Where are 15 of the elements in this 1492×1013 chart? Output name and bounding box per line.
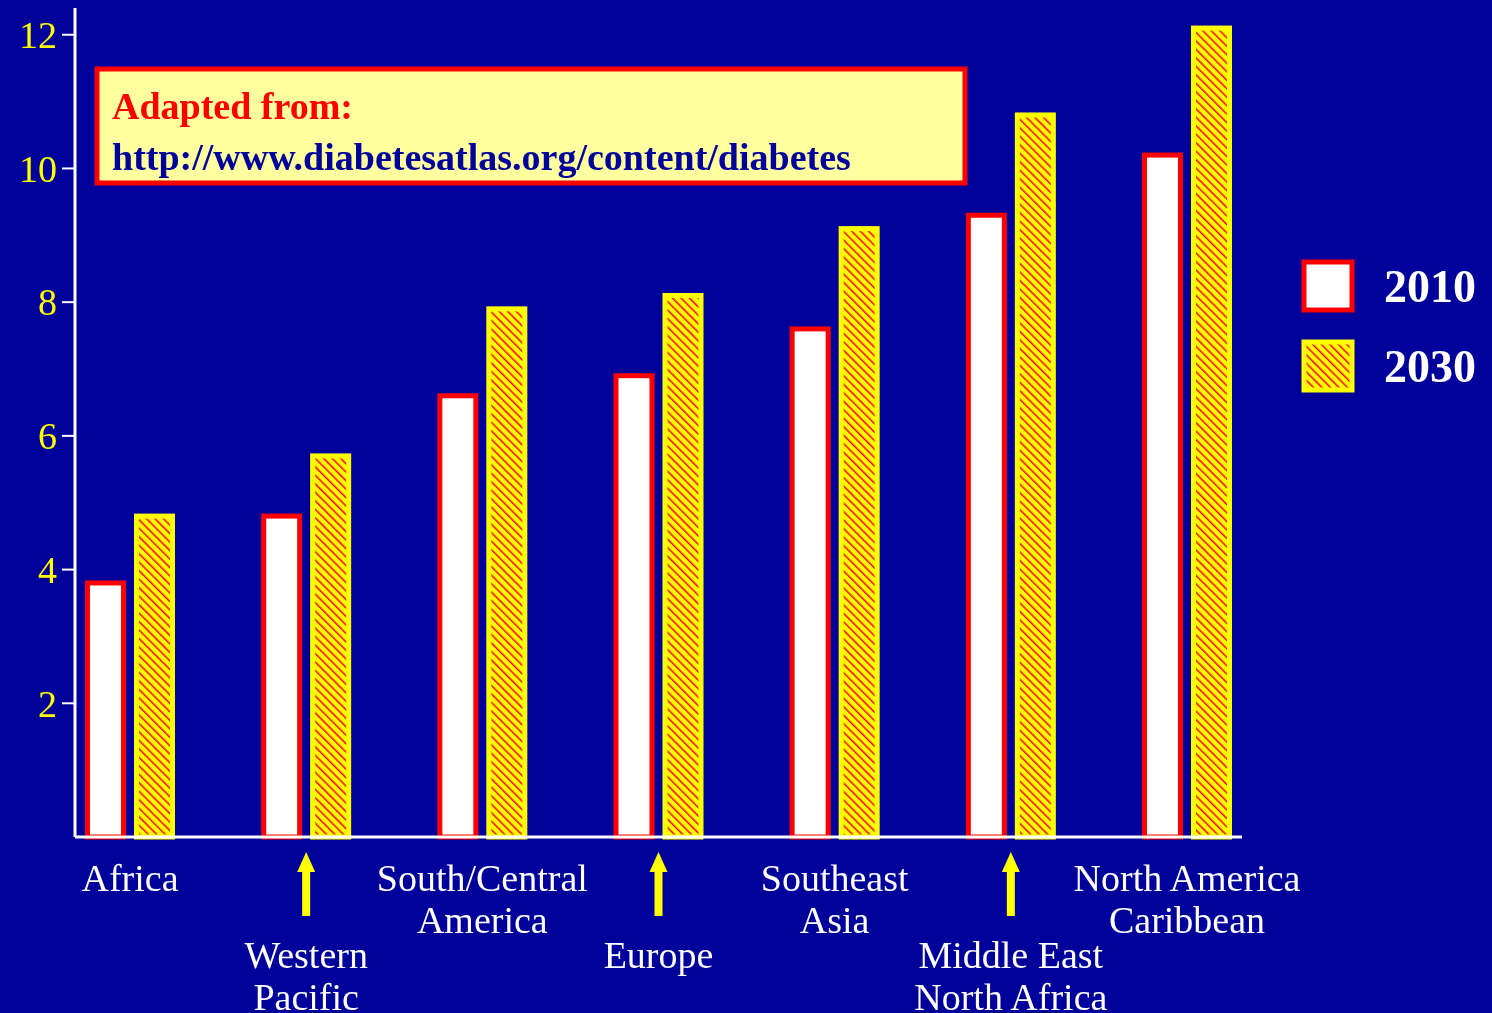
annotation: Adapted from: (112, 85, 354, 127)
x-tick-label: Western Pacific (244, 934, 368, 1013)
y-tick-label: 10 (19, 147, 57, 190)
annotation: http://www.diabetesatlas.org/content/diabetes (112, 136, 851, 178)
y-tick-label: 12 (19, 14, 57, 57)
y-tick-label: 4 (38, 548, 57, 591)
x-tick-label: Africa (81, 857, 179, 899)
y-tick-label: 6 (38, 415, 57, 458)
x-tick-label: Southeast Asia (760, 857, 909, 941)
y-tick-label: 8 (38, 281, 57, 324)
x-tick-label: South/Central America (376, 857, 588, 941)
legend-label: 2030 (1384, 341, 1476, 393)
legend-label: 2010 (1384, 261, 1476, 313)
x-tick-label: Europe (603, 934, 714, 976)
y-tick-label: 2 (38, 682, 57, 725)
